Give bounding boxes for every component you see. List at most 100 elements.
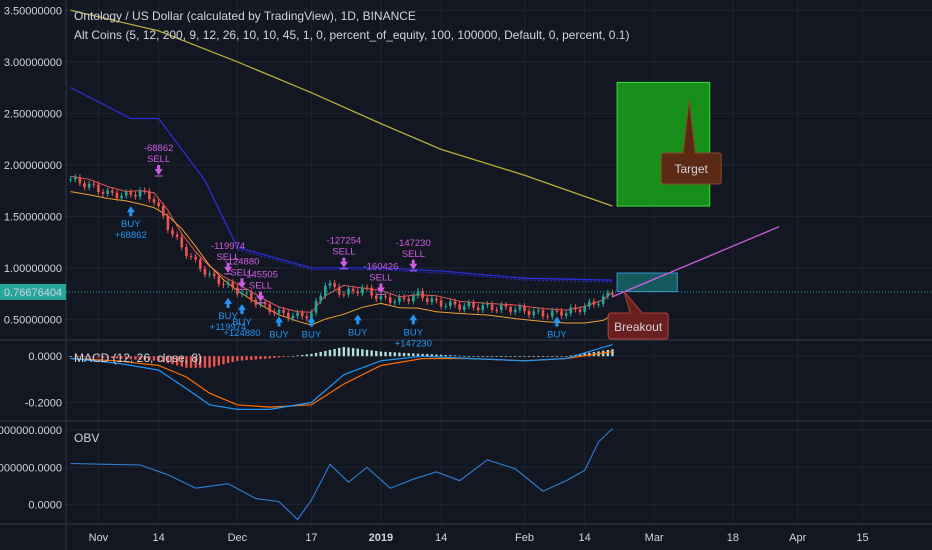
target-zone[interactable]	[616, 81, 711, 207]
macd-histogram-bar	[263, 356, 267, 359]
candle-body	[462, 306, 466, 310]
macd-legend[interactable]: MACD (12, 26, close, 8)	[74, 351, 202, 365]
sell-arrow-icon	[154, 165, 163, 175]
obv-tick-label: 25000000.0000	[0, 462, 62, 474]
target-callout[interactable]: Target	[660, 99, 722, 185]
macd-histogram-bar	[111, 356, 114, 359]
macd-histogram-bar	[87, 356, 91, 358]
candle-body	[78, 177, 82, 184]
sell-label: SELL	[216, 252, 239, 263]
candle-body	[277, 309, 281, 314]
candle-body	[236, 287, 239, 295]
candle-body	[365, 287, 369, 289]
macd-histogram-bar	[435, 354, 438, 357]
candle-body	[180, 236, 184, 248]
sell-label: SELL	[147, 154, 170, 165]
trendline[interactable]	[612, 226, 780, 298]
sell-amount: -124880	[225, 256, 260, 267]
candle-body	[425, 298, 429, 302]
buy-arrow-icon	[552, 316, 561, 327]
candle-body	[97, 184, 100, 193]
buy-label: BUY	[232, 317, 252, 328]
buy-arrow-icon	[409, 314, 418, 325]
obv-pane[interactable]: OBV	[70, 428, 613, 521]
time-tick-label: Apr	[789, 532, 806, 544]
macd-histogram-bar	[300, 354, 304, 357]
obv-legend[interactable]: OBV	[74, 431, 99, 445]
last-price-tag-bg	[0, 283, 66, 300]
candle-body	[194, 256, 197, 260]
obv-axis[interactable]: 50000000.0000 25000000.0000 0.0000	[0, 425, 62, 512]
obv-tick-label: 50000000.0000	[0, 425, 62, 437]
candle-body	[175, 234, 179, 237]
candle-body	[249, 292, 253, 300]
macd-histogram-bar	[384, 351, 387, 357]
time-tick-label: Nov	[89, 532, 109, 544]
time-tick-label: 18	[727, 532, 739, 544]
macd-histogram-bar	[148, 356, 151, 361]
macd-histogram-bar	[319, 351, 322, 357]
macd-histogram-bar	[426, 354, 429, 357]
price-axis[interactable]: 3.50000000 3.00000000 2.50000000 2.00000000…	[4, 5, 62, 326]
price-tick-label: 2.00000000	[4, 160, 62, 172]
macd-histogram-bar	[180, 356, 183, 367]
buy-label: BUY	[547, 329, 567, 340]
macd-pane[interactable]: MACD (12, 26, close, 8)	[69, 344, 614, 410]
buy-amount: +124880	[223, 328, 260, 339]
candle-body	[129, 192, 133, 195]
sell-label: SELL	[249, 281, 272, 292]
macd-histogram-bar	[444, 355, 447, 357]
time-tick-label: 14	[579, 532, 591, 544]
obv-line	[70, 428, 613, 521]
macd-histogram-bar	[541, 356, 545, 357]
candle-body	[268, 304, 272, 312]
sell-amount: -147230	[396, 238, 431, 249]
candle-body	[337, 286, 341, 295]
time-axis[interactable]: Nov 14 Dec 17 2019 14 Feb 14 Mar 18 Apr 15	[89, 532, 869, 544]
buy-amount: +68862	[115, 230, 147, 241]
indicator-legend[interactable]: Alt Coins (5, 12, 200, 9, 12, 26, 10, 10…	[74, 28, 629, 42]
macd-histogram-bar	[83, 356, 86, 357]
candle-body	[518, 306, 522, 310]
candle-body	[286, 312, 290, 319]
macd-histogram-bar	[328, 349, 332, 357]
candle-body	[101, 192, 105, 194]
candle-body	[203, 268, 207, 275]
macd-histogram	[69, 346, 614, 368]
price-tick-label: 1.50000000	[4, 211, 62, 223]
sell-arrow-icon	[409, 259, 418, 270]
macd-histogram-bar	[74, 356, 77, 357]
macd-histogram-bar	[449, 355, 452, 357]
candle-body	[208, 273, 211, 275]
candle-body	[504, 304, 508, 307]
buy-amount: +119974	[210, 322, 247, 333]
macd-histogram-bar	[166, 356, 170, 364]
buy-arrow-icon	[224, 297, 233, 308]
candle-body	[537, 310, 540, 312]
candle-body	[374, 295, 378, 300]
sell-label: SELL	[230, 267, 253, 278]
candle-body	[481, 305, 485, 311]
macd-axis[interactable]: 0.0000 -0.2000	[25, 351, 62, 409]
macd-histogram-bar	[402, 352, 406, 357]
macd-histogram-bar	[305, 354, 309, 357]
macd-histogram-bar	[162, 356, 165, 362]
candle-body	[333, 282, 336, 287]
macd-histogram-bar	[217, 356, 221, 366]
macd-histogram-bar	[338, 347, 341, 357]
macd-histogram-bar	[606, 349, 610, 357]
buy-label: BUY	[269, 329, 289, 340]
candle-body	[212, 273, 216, 277]
breakout-callout[interactable]: Breakout	[607, 291, 669, 340]
macd-histogram-bar	[388, 352, 392, 357]
obv-tick-label: 0.0000	[28, 500, 62, 512]
candle-body	[361, 287, 364, 294]
macd-histogram-bar	[143, 356, 146, 361]
buy-arrow-icon	[353, 314, 362, 325]
buy-label: BUY	[121, 219, 141, 230]
price-tick-label: 3.00000000	[4, 57, 62, 69]
macd-histogram-bar	[490, 356, 494, 357]
